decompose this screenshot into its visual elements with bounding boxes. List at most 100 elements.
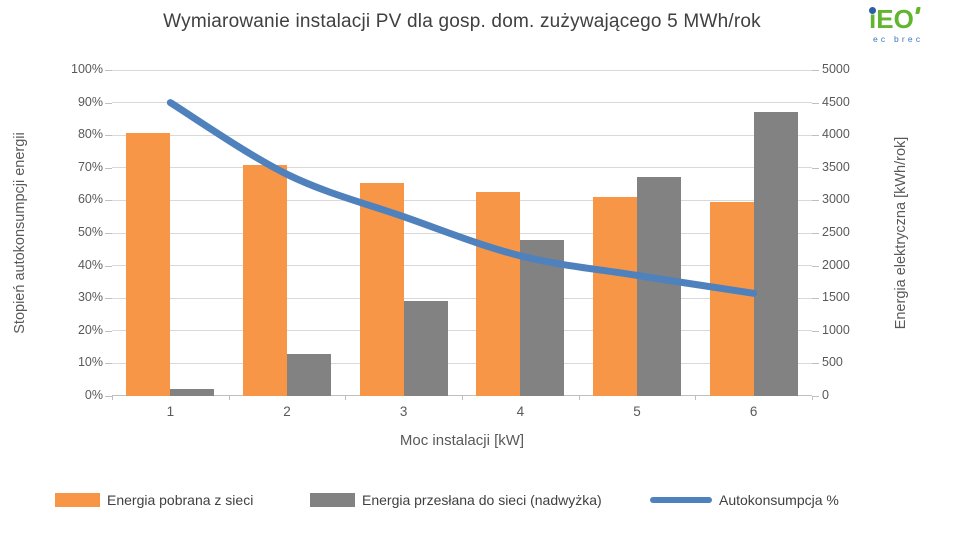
- left-axis-tick-label: 80%: [77, 127, 103, 142]
- x-axis-tickmark: [462, 396, 463, 400]
- x-axis-tickmark: [695, 396, 697, 400]
- bar-energia-pobrana: [709, 201, 754, 396]
- logo-letter-i: ı: [869, 4, 877, 34]
- gridline: [112, 233, 812, 234]
- bar-energia-pobrana: [359, 182, 404, 396]
- right-axis-tickmark: [812, 102, 819, 104]
- left-axis-tick-label: 60%: [77, 192, 103, 207]
- left-axis-tickmark: [105, 102, 112, 104]
- left-axis-tickmark: [105, 200, 112, 202]
- legend-item-energia-przeslana: Energia przesłana do sieci (nadwyżka): [310, 490, 602, 510]
- left-axis-tick-label: 10%: [77, 355, 103, 370]
- gridline: [112, 363, 812, 364]
- x-axis-line: [112, 395, 812, 396]
- x-axis-category-label: 4: [516, 404, 525, 419]
- right-axis-tick-label: 2000: [822, 257, 850, 272]
- left-axis-tick-label: 100%: [71, 62, 103, 76]
- right-axis-tickmark: [812, 265, 819, 267]
- autokonsumpcja-line-layer: [166, 99, 758, 297]
- logo-tagline: ec brec: [873, 34, 924, 44]
- plot-area: [112, 70, 812, 396]
- bar-energia-przeslana: [637, 176, 681, 396]
- bar-energia-przeslana: [753, 112, 798, 396]
- gridline: [112, 330, 812, 331]
- gridline: [112, 298, 812, 299]
- right-axis-tick-label: 1000: [822, 322, 850, 337]
- left-axis-tick-label: 90%: [77, 94, 103, 109]
- gridline: [112, 167, 812, 168]
- left-axis-tick-label: 70%: [77, 159, 103, 174]
- logo-i-dot-icon: [869, 7, 876, 14]
- gridline: [112, 200, 812, 201]
- x-axis-category-label: 1: [166, 404, 175, 419]
- right-axis-tick-label: 0: [822, 388, 829, 402]
- left-axis-tickmark: [105, 167, 112, 169]
- left-axis-tickmark: [105, 330, 112, 332]
- right-axis-tickmark: [812, 233, 819, 234]
- right-axis-tick-label: 4500: [822, 94, 850, 109]
- legend-swatch-gray-bar-icon: [310, 493, 355, 507]
- gridline: [112, 70, 812, 71]
- right-axis-tick-label: 1500: [822, 290, 850, 305]
- left-axis-tickmark: [105, 70, 112, 71]
- bar-energia-przeslana: [403, 301, 448, 396]
- left-axis-title: Stopień autokonsumpcji energii: [12, 132, 28, 334]
- x-axis-category-label: 3: [399, 404, 408, 419]
- legend-label-energia-przeslana: Energia przesłana do sieci (nadwyżka): [362, 492, 602, 508]
- right-axis-tickmark: [812, 135, 819, 137]
- x-axis-tickmark: [112, 396, 113, 400]
- x-axis-category-label: 5: [633, 404, 641, 419]
- right-axis-tickmark: [812, 330, 819, 332]
- right-axis-tickmark: [812, 200, 819, 202]
- x-axis-tickmark: [345, 396, 347, 400]
- company-logo: ı EO ec brec: [869, 6, 965, 44]
- left-axis-tick-label: 20%: [77, 322, 103, 337]
- bar-energia-pobrana: [126, 133, 171, 396]
- bar-energia-pobrana: [593, 197, 637, 396]
- legend-swatch-orange-bar-icon: [55, 493, 100, 507]
- bar-energia-przeslana: [170, 389, 215, 396]
- chart-title: Wymiarowanie instalacji PV dla gosp. dom…: [163, 11, 761, 32]
- right-axis-tick-label: 3000: [822, 192, 850, 207]
- left-axis-tick-label: 50%: [77, 225, 103, 239]
- legend-swatch-blue-line-icon: [650, 497, 712, 503]
- legend-item-energia-pobrana: Energia pobrana z sieci: [55, 490, 253, 510]
- legend-label-autokonsumpcja: Autokonsumpcja %: [719, 492, 839, 508]
- right-axis-title: Energia elektryczna [kWh/rok]: [893, 136, 909, 330]
- right-axis-tick-label: 5000: [822, 62, 850, 76]
- bar-energia-pobrana: [476, 191, 521, 396]
- left-axis-tickmark: [105, 135, 112, 137]
- autokonsumpcja-line: [166, 99, 758, 297]
- bar-energia-przeslana: [287, 353, 331, 396]
- left-axis-tickmark: [105, 265, 112, 267]
- x-axis-category-label: 2: [283, 404, 291, 419]
- legend-label-energia-pobrana: Energia pobrana z sieci: [107, 492, 254, 508]
- right-axis-tickmark: [812, 167, 819, 169]
- logo-wordmark: ı EO: [869, 6, 965, 32]
- gridline: [112, 135, 812, 136]
- right-axis-tickmark: [812, 396, 819, 397]
- left-axis-tick-label: 30%: [77, 290, 103, 305]
- gridline: [112, 102, 812, 103]
- x-axis-tickmark: [228, 396, 230, 400]
- logo-apostrophe-icon: [915, 7, 921, 14]
- logo-letters-eo: EO: [876, 4, 914, 34]
- x-axis-tickmark: [812, 396, 813, 400]
- x-axis-category-label: 6: [749, 404, 758, 419]
- left-axis-tick-label: 40%: [77, 257, 103, 272]
- right-axis-tick-label: 500: [822, 355, 843, 370]
- x-axis-tickmark: [578, 396, 580, 400]
- right-axis-tickmark: [812, 70, 819, 71]
- right-axis-tick-label: 2500: [822, 225, 850, 239]
- left-axis-tickmark: [105, 233, 112, 234]
- right-axis-tick-label: 3500: [822, 159, 850, 174]
- left-axis-tickmark: [105, 396, 112, 397]
- left-axis-tickmark: [105, 298, 112, 300]
- right-axis-tick-label: 4000: [822, 127, 850, 142]
- gridline: [112, 265, 812, 266]
- right-axis-tickmark: [812, 298, 819, 300]
- x-axis-title: Moc instalacji [kW]: [399, 432, 525, 449]
- legend-item-autokonsumpcja: Autokonsumpcja %: [650, 490, 839, 510]
- left-axis-tickmark: [105, 363, 112, 365]
